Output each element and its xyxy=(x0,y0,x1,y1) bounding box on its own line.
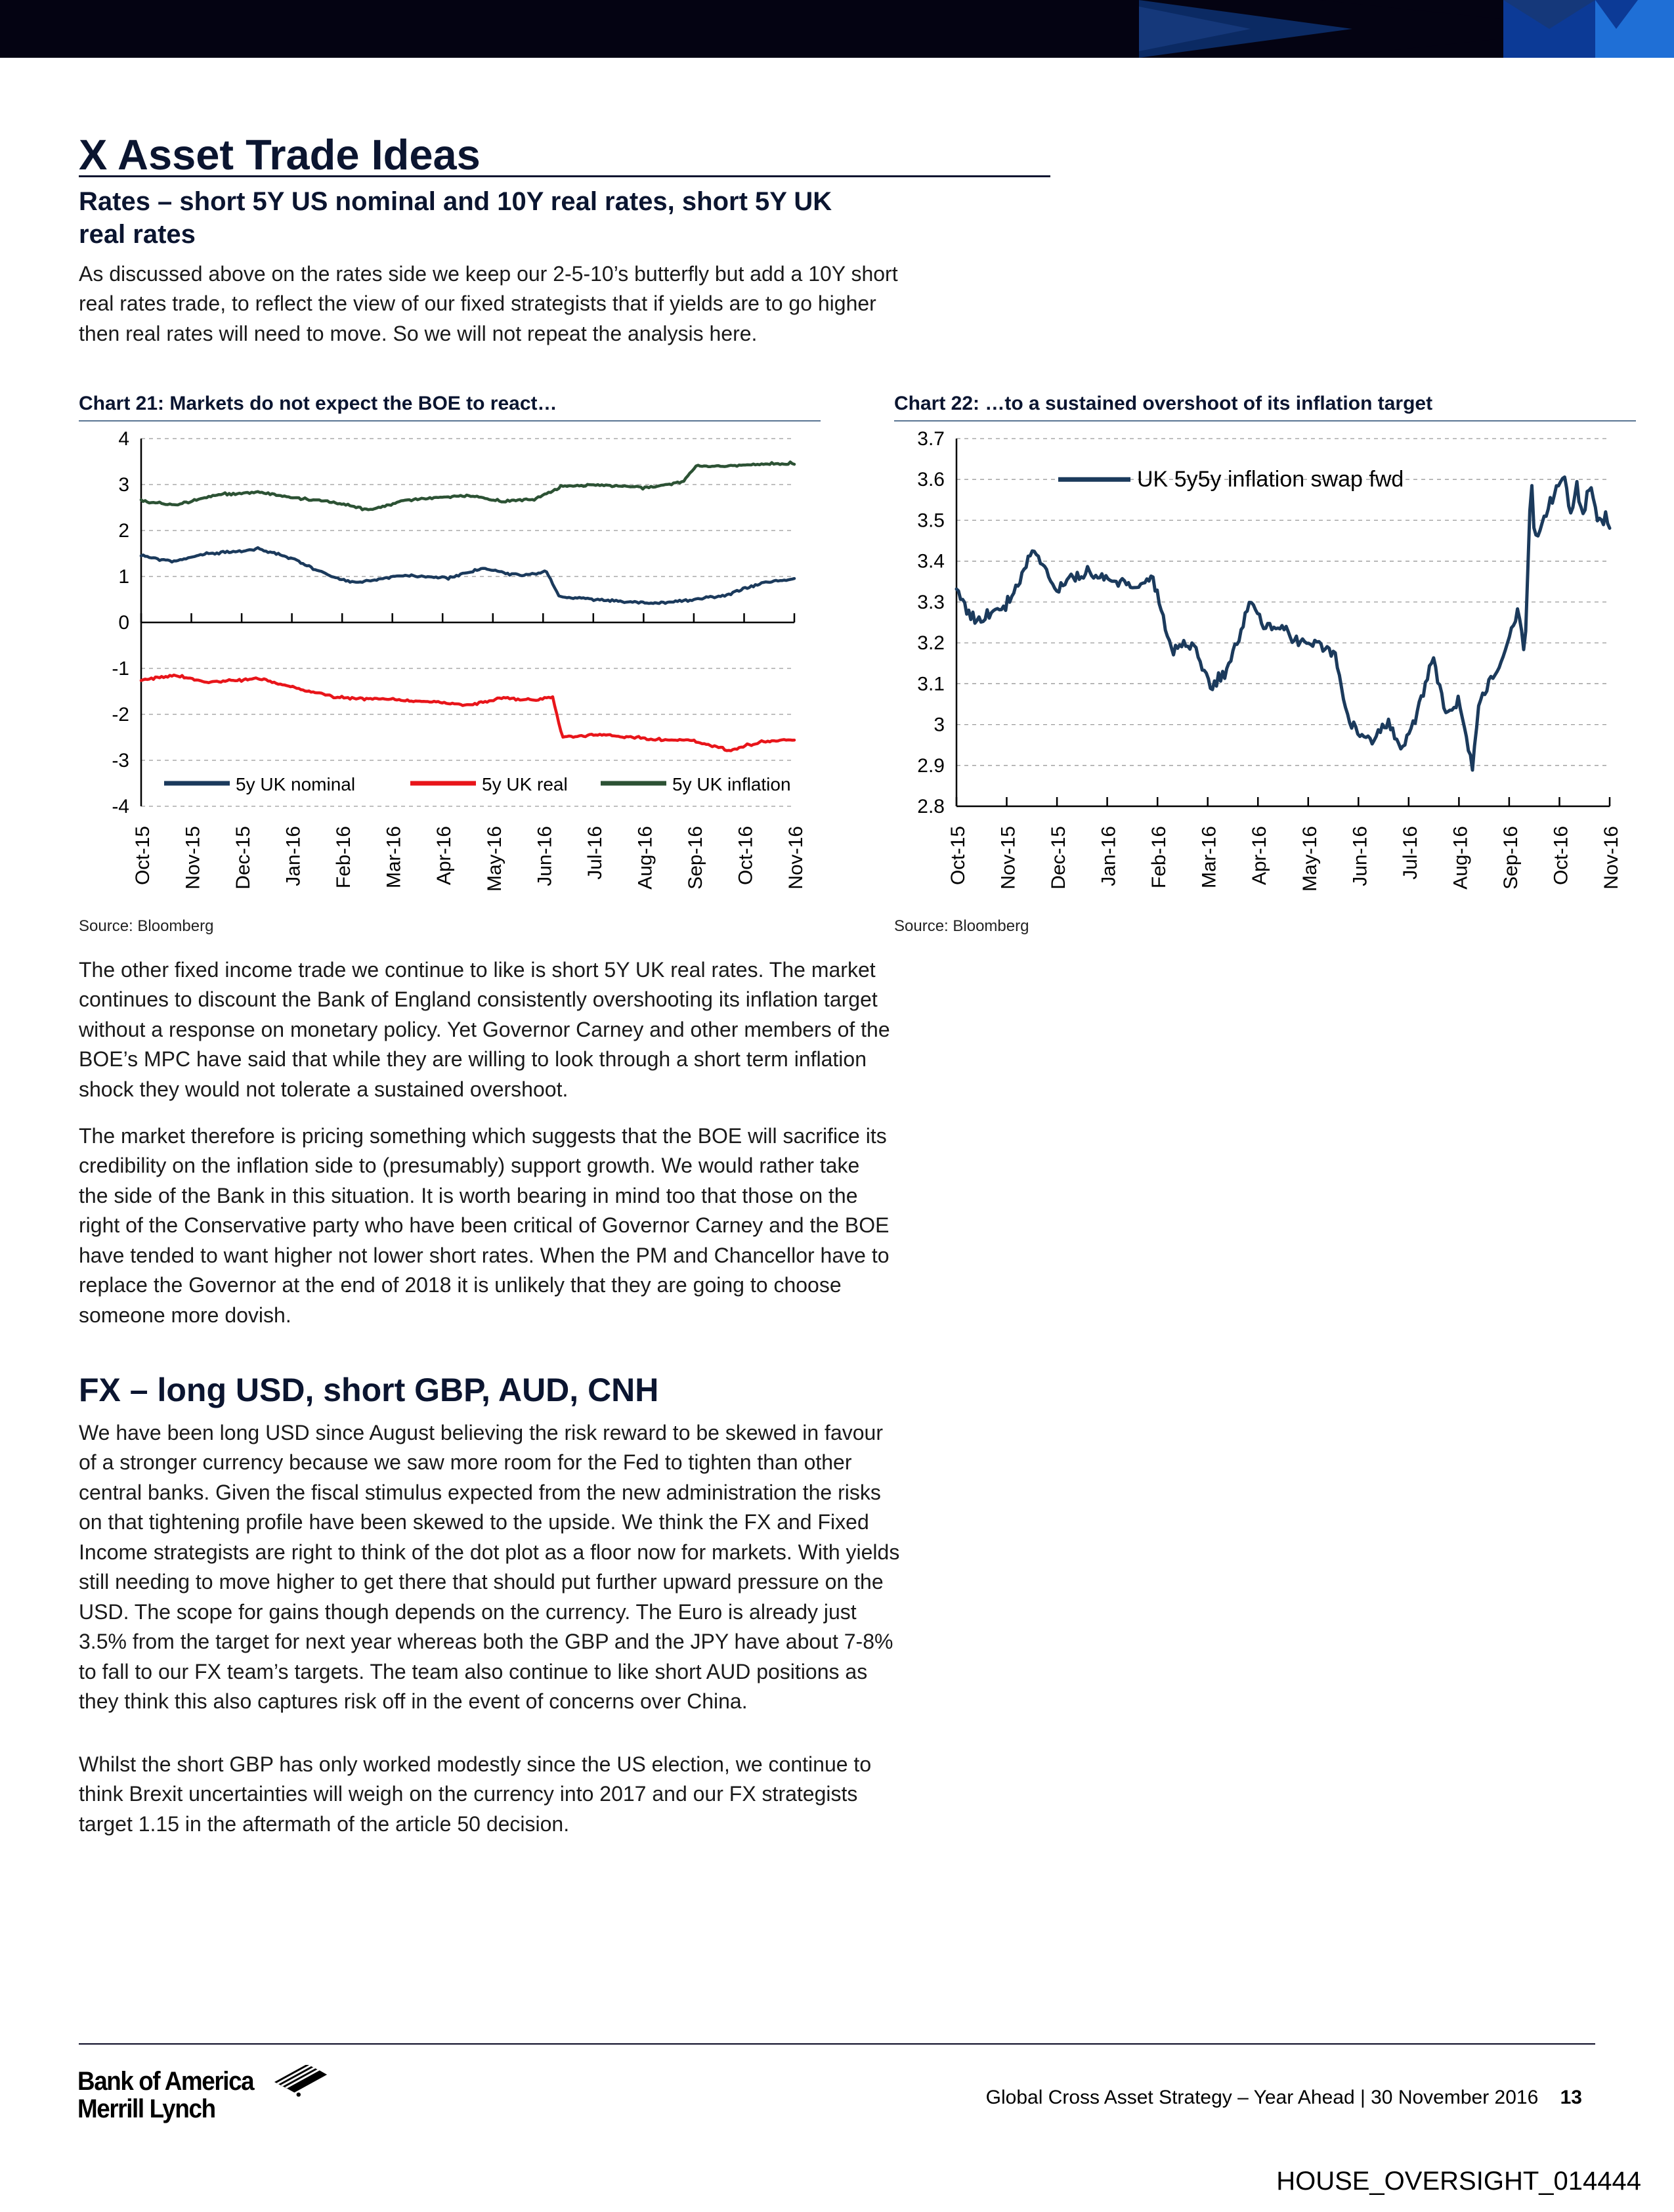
svg-text:-4: -4 xyxy=(112,796,129,817)
svg-text:Merrill Lynch: Merrill Lynch xyxy=(77,2094,215,2124)
svg-text:Mar-16: Mar-16 xyxy=(1199,826,1220,888)
svg-text:May-16: May-16 xyxy=(484,826,505,892)
svg-text:3: 3 xyxy=(934,714,945,736)
svg-text:5y UK inflation: 5y UK inflation xyxy=(672,774,791,794)
svg-text:Dec-15: Dec-15 xyxy=(232,826,254,890)
svg-text:Sep-16: Sep-16 xyxy=(685,826,706,890)
svg-text:Oct-16: Oct-16 xyxy=(735,826,757,885)
svg-text:4: 4 xyxy=(118,428,129,450)
svg-text:Feb-16: Feb-16 xyxy=(1148,826,1170,888)
svg-text:Jan-16: Jan-16 xyxy=(283,826,305,886)
svg-text:3.5: 3.5 xyxy=(917,510,945,531)
svg-text:3.6: 3.6 xyxy=(917,469,945,490)
svg-text:Aug-16: Aug-16 xyxy=(1449,826,1471,890)
svg-text:Oct-15: Oct-15 xyxy=(132,826,154,885)
svg-text:2: 2 xyxy=(118,520,129,542)
svg-text:Oct-15: Oct-15 xyxy=(947,826,969,885)
svg-text:2.8: 2.8 xyxy=(917,796,945,817)
svg-text:Jul-16: Jul-16 xyxy=(584,826,606,880)
svg-text:Jul-16: Jul-16 xyxy=(1400,826,1421,880)
svg-text:3.7: 3.7 xyxy=(917,428,945,450)
svg-text:Jun-16: Jun-16 xyxy=(1349,826,1371,886)
svg-text:Jun-16: Jun-16 xyxy=(534,826,555,886)
svg-text:May-16: May-16 xyxy=(1299,826,1321,892)
svg-text:Feb-16: Feb-16 xyxy=(333,826,354,888)
svg-text:3.2: 3.2 xyxy=(917,632,945,654)
svg-text:-1: -1 xyxy=(112,658,129,680)
svg-text:5y UK real: 5y UK real xyxy=(482,774,568,794)
svg-text:0: 0 xyxy=(118,612,129,634)
svg-text:Nov-16: Nov-16 xyxy=(785,826,807,890)
svg-text:3.3: 3.3 xyxy=(917,592,945,613)
svg-text:Nov-15: Nov-15 xyxy=(182,826,204,890)
svg-text:Apr-16: Apr-16 xyxy=(433,826,455,885)
svg-text:Jan-16: Jan-16 xyxy=(1098,826,1120,886)
svg-text:3.1: 3.1 xyxy=(917,673,945,695)
svg-text:5y UK nominal: 5y UK nominal xyxy=(236,774,355,794)
svg-text:2.9: 2.9 xyxy=(917,755,945,777)
svg-text:UK 5y5y inflation swap fwd: UK 5y5y inflation swap fwd xyxy=(1137,467,1404,492)
svg-text:3.4: 3.4 xyxy=(917,551,945,573)
svg-text:Nov-15: Nov-15 xyxy=(998,826,1019,890)
svg-text:Aug-16: Aug-16 xyxy=(634,826,656,890)
svg-text:Dec-15: Dec-15 xyxy=(1048,826,1069,890)
svg-text:Apr-16: Apr-16 xyxy=(1249,826,1270,885)
svg-text:-3: -3 xyxy=(112,750,129,771)
svg-text:Bank of America: Bank of America xyxy=(77,2067,255,2096)
svg-text:1: 1 xyxy=(118,566,129,588)
svg-text:-2: -2 xyxy=(112,704,129,726)
svg-text:Sep-16: Sep-16 xyxy=(1500,826,1522,890)
svg-text:Oct-16: Oct-16 xyxy=(1551,826,1572,885)
svg-text:Mar-16: Mar-16 xyxy=(383,826,405,888)
svg-text:3: 3 xyxy=(118,474,129,496)
svg-text:Nov-16: Nov-16 xyxy=(1600,826,1622,890)
